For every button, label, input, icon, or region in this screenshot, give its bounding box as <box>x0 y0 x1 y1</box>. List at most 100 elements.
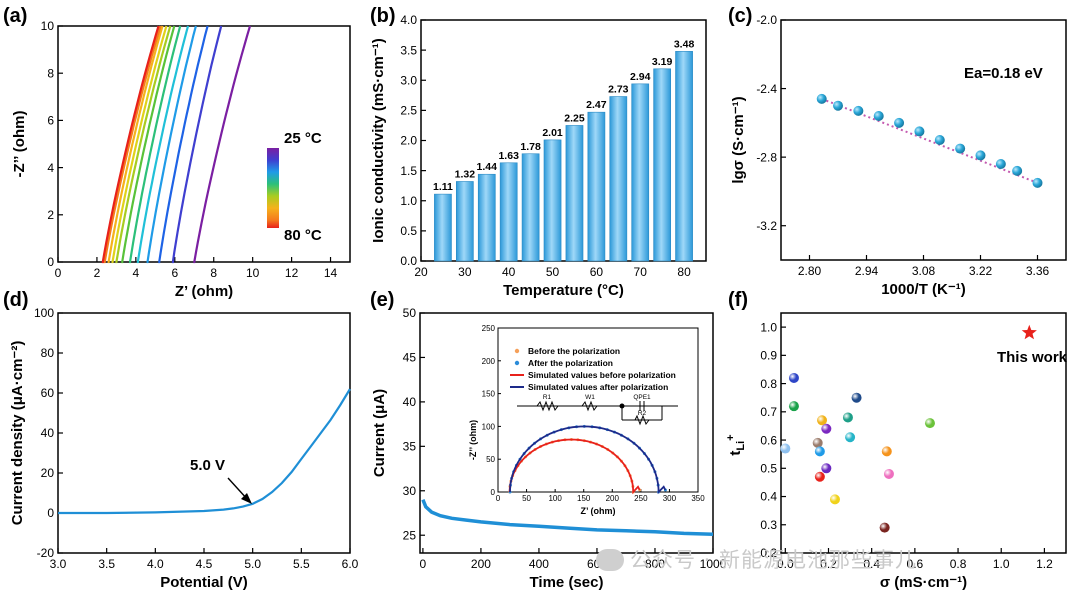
d-annotation: 5.0 V <box>190 457 225 474</box>
panel-letter-d: (d) <box>3 289 29 311</box>
d-ytick-label: 80 <box>41 346 55 360</box>
b-ytick-label: 2.5 <box>400 104 417 118</box>
c-xtick-label: 2.94 <box>855 264 879 278</box>
c-point <box>934 135 945 145</box>
f-xtick-label: 0.0 <box>777 557 794 571</box>
d-ytick-label: 60 <box>41 386 55 400</box>
f-point <box>851 392 862 403</box>
d-ytick-label: 40 <box>41 426 55 440</box>
c-xlabel: 1000/T (K⁻¹) <box>881 281 966 298</box>
f-ylabel: tLi+ <box>725 434 747 455</box>
e-inset-xtick-label: 300 <box>663 494 677 503</box>
d-xlabel: Potential (V) <box>160 574 248 591</box>
b-bar-label: 1.78 <box>520 141 541 153</box>
e-inset-xtick-label: 200 <box>606 494 620 503</box>
f-point <box>817 415 828 426</box>
watermark: 公众号 · 新能源电池那些事儿 <box>596 544 917 574</box>
c-point <box>955 143 966 154</box>
b-bar <box>609 96 628 262</box>
e-inset-legend-label: Simulated values before polarization <box>528 370 676 380</box>
a-xtick-label: 12 <box>285 266 299 280</box>
f-ytick-label: 0.6 <box>760 433 777 447</box>
f-xtick-label: 1.0 <box>993 557 1010 571</box>
b-xtick-label: 70 <box>634 265 648 279</box>
b-ylabel: Ionic conductivity (mS·cm⁻¹) <box>370 38 387 243</box>
b-xtick-label: 20 <box>414 265 428 279</box>
b-bar-label: 2.01 <box>542 127 563 139</box>
b-bar-label: 1.32 <box>455 168 476 180</box>
d-ytick-label: 20 <box>41 466 55 480</box>
b-bar <box>653 68 672 262</box>
b-bar <box>434 193 452 262</box>
b-bar-label: 2.73 <box>608 84 629 96</box>
f-point <box>883 468 894 479</box>
f-point <box>788 401 799 412</box>
f-point <box>812 437 823 448</box>
d-ytick-label: 100 <box>34 306 54 320</box>
b-ytick-label: 2.0 <box>400 134 417 148</box>
e-xtick-label: 0 <box>420 557 427 571</box>
c-ytick-label: -2.0 <box>756 13 777 27</box>
b-bar <box>587 111 606 262</box>
b-xtick-label: 60 <box>590 265 604 279</box>
b-bar <box>521 153 540 262</box>
d-xtick-label: 3.5 <box>98 557 115 571</box>
e-ytick-label: 25 <box>403 528 417 542</box>
f-ytick-label: 0.9 <box>760 349 777 363</box>
b-bar-label: 2.47 <box>586 99 607 111</box>
e-xlabel: Time (sec) <box>530 574 604 591</box>
e-inset-ytick-label: 150 <box>482 390 496 399</box>
a-ylabel: -Z’’ (ohm) <box>11 111 28 178</box>
e-circuit-w1 <box>581 400 598 412</box>
f-point <box>845 432 856 443</box>
c-ytick-label: -3.2 <box>756 219 777 233</box>
a-curve-80 <box>101 25 160 264</box>
a-ytick-label: 4 <box>47 161 54 175</box>
b-bar-label: 1.11 <box>433 181 453 193</box>
a-curve-25 <box>193 25 252 264</box>
f-point <box>821 463 832 474</box>
e-xtick-label: 200 <box>471 557 491 571</box>
b-ytick-label: 3.5 <box>400 43 417 57</box>
d-xtick-label: 3.0 <box>50 557 67 571</box>
e-circuit-label: R1 <box>543 394 552 401</box>
f-xtick-label: 1.2 <box>1036 557 1053 571</box>
f-xtick-label: 0.2 <box>820 557 837 571</box>
e-circuit-r2 <box>634 414 650 426</box>
f-point <box>924 418 935 429</box>
a-colorbar <box>267 148 279 228</box>
e-inset-fit-2 <box>508 438 641 495</box>
f-ylabel-part: Li <box>735 441 747 451</box>
c-point <box>816 93 827 104</box>
e-inset-legend-label: Before the polarization <box>528 346 620 356</box>
c-frame <box>780 19 1067 261</box>
a-frame <box>57 25 351 263</box>
f-annotation: This work <box>997 349 1068 366</box>
f-ytick-label: 0.5 <box>760 461 777 475</box>
a-ytick-label: 2 <box>47 208 54 222</box>
a-xtick-label: 14 <box>324 266 338 280</box>
panel-letter-f: (f) <box>728 289 748 311</box>
c-point <box>1012 165 1023 176</box>
b-bar-label: 2.94 <box>630 71 651 83</box>
a-curve-55 <box>121 25 176 264</box>
e-ylabel: Current (μA) <box>371 389 388 477</box>
e-curve <box>421 499 714 537</box>
wechat-icon <box>596 549 624 571</box>
b-bar-label: 1.44 <box>477 161 498 173</box>
c-annotation: Ea=0.18 eV <box>964 65 1043 82</box>
e-ytick-label: 50 <box>403 306 417 320</box>
e-ytick-label: 30 <box>403 484 417 498</box>
b-bar <box>631 83 650 262</box>
f-point <box>821 423 832 434</box>
f-point <box>879 522 890 533</box>
f-frame <box>780 312 1067 554</box>
b-bar-label: 1.63 <box>498 150 519 162</box>
e-inset-xtick-label: 150 <box>577 494 591 503</box>
d-curve <box>58 388 351 515</box>
f-ytick-label: 0.8 <box>760 377 777 391</box>
a-xtick-label: 2 <box>94 266 101 280</box>
e-inset-legend-label: After the polarization <box>528 358 613 368</box>
e-inset-xtick-label: 50 <box>522 494 531 503</box>
e-inset-ytick-label: 200 <box>482 357 496 366</box>
